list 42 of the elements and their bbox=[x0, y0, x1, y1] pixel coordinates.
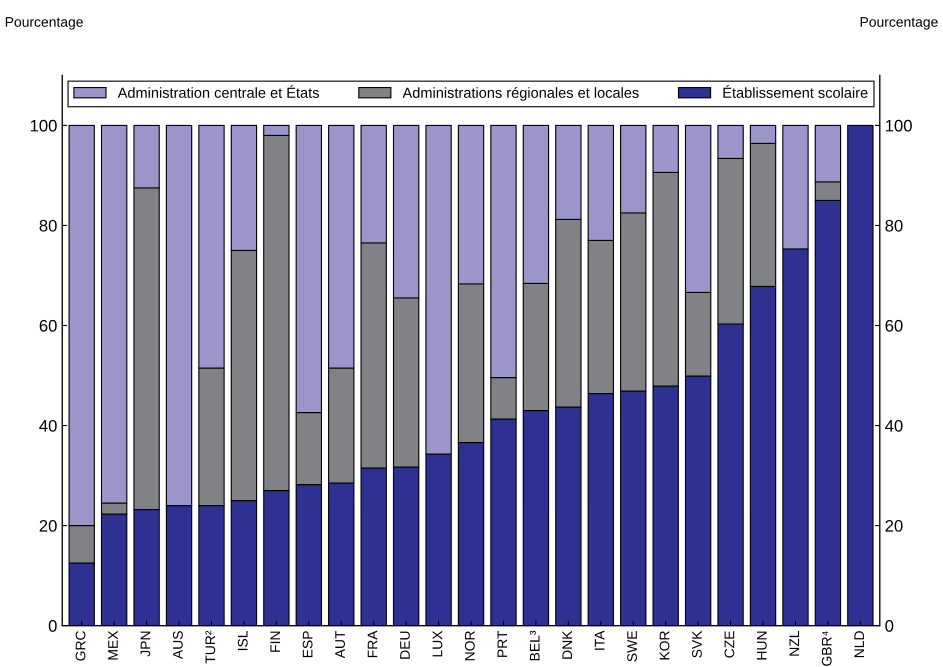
x-tick-label: KOR bbox=[660, 631, 670, 660]
y-tick-label: 20 bbox=[40, 520, 57, 532]
x-tick-label: NLD bbox=[854, 631, 864, 658]
y2-axis-title: Pourcentage bbox=[860, 17, 938, 30]
x-tick-label: ISL bbox=[238, 630, 248, 650]
legend-label: Administrations régionales et locales bbox=[402, 87, 639, 101]
y2-tick-label: 0 bbox=[885, 620, 894, 632]
x-tick-label: NOR bbox=[464, 631, 475, 660]
x-tick-label: ESP bbox=[302, 631, 313, 658]
y2-tick-label: 40 bbox=[885, 420, 903, 432]
x-tick-label: JPN bbox=[140, 632, 150, 657]
x-tick-label: DEU bbox=[400, 632, 410, 659]
x-tick-label: MEX bbox=[108, 630, 118, 660]
legend-label: Établissement scolaire bbox=[723, 85, 868, 98]
x-tick-label: HUN bbox=[757, 632, 767, 660]
y2-tick-label: 80 bbox=[885, 220, 903, 232]
x-tick-label: AUT bbox=[335, 630, 345, 658]
y2-tick-label: 20 bbox=[886, 520, 903, 532]
x-tick-label: SVK bbox=[692, 630, 702, 658]
x-tick-label: DNK bbox=[562, 630, 572, 659]
x-tick-label: AUS bbox=[172, 631, 183, 660]
x-tick-label: BEL³ bbox=[530, 630, 540, 660]
x-tick-label: ITA bbox=[594, 630, 604, 650]
y-tick-label: 60 bbox=[40, 320, 57, 332]
y-tick-label: 100 bbox=[30, 120, 57, 132]
x-tick-label: GBR⁴ bbox=[822, 631, 832, 666]
x-tick-label: GRC bbox=[76, 631, 86, 661]
y2-tick-label: 60 bbox=[886, 320, 903, 332]
y-tick-label: 40 bbox=[39, 420, 57, 432]
x-tick-label: PRT bbox=[498, 630, 508, 657]
x-tick-label: FIN bbox=[270, 632, 280, 652]
x-tick-label: SWE bbox=[627, 631, 637, 662]
x-tick-label: CZE bbox=[724, 631, 734, 658]
x-tick-label: NZL bbox=[790, 630, 800, 656]
x-tick-label: TUR² bbox=[205, 630, 216, 664]
y-axis-title: Pourcentage bbox=[6, 17, 83, 30]
x-tick-label: FRA bbox=[368, 630, 378, 658]
x-tick-label: LUX bbox=[432, 630, 442, 656]
y-tick-label: 80 bbox=[40, 220, 57, 232]
legend-label: Administration centrale et États bbox=[118, 85, 319, 98]
y2-tick-label: 100 bbox=[886, 120, 912, 132]
y-tick-label: 0 bbox=[48, 620, 57, 632]
